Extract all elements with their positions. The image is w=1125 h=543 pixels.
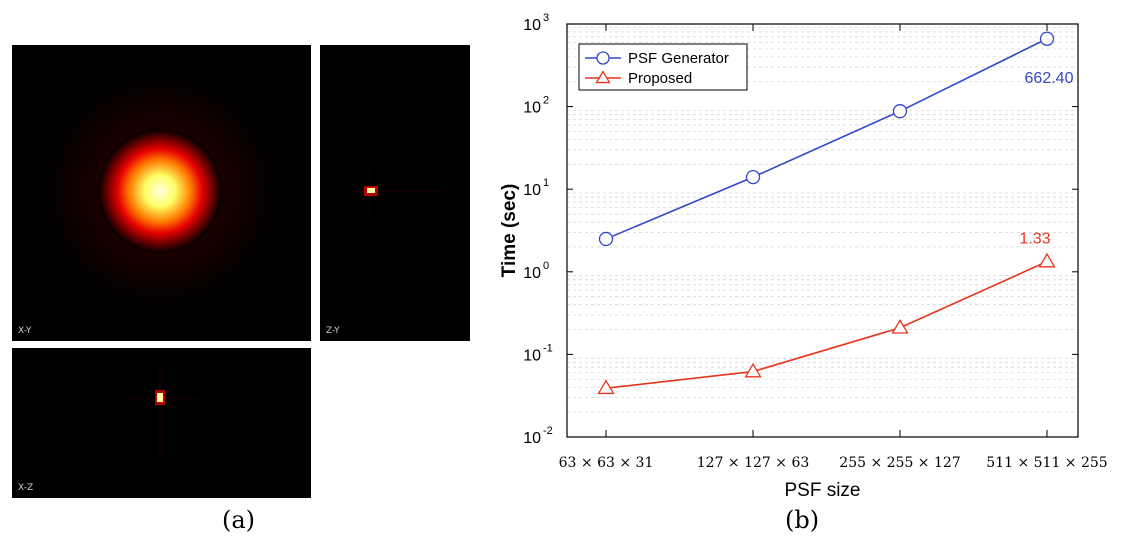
zy-panel-label: Z-Y — [326, 326, 340, 336]
legend-label-psf-generator: PSF Generator — [628, 50, 729, 67]
x-axis-label: PSF size — [784, 480, 860, 501]
data-point-circle — [745, 169, 761, 185]
y-tick-exponent: -1 — [543, 342, 553, 354]
caption-b: (b) — [785, 506, 820, 534]
data-point-triangle — [597, 379, 615, 395]
y-tick-exponent: 0 — [543, 260, 549, 272]
y-tick-label: 10 — [523, 347, 541, 364]
xy-panel: X-Y — [12, 45, 311, 341]
xy-psf-image — [45, 76, 275, 306]
caption-a: (a) — [222, 506, 256, 534]
chart-legend: PSF Generator Proposed — [578, 43, 748, 91]
plot-frame — [566, 23, 1079, 438]
zy-panel: Z-Y — [320, 45, 470, 341]
x-tick-label: 511 × 511 × 255 — [986, 455, 1107, 471]
y-tick-label: 10 — [523, 430, 541, 447]
legend-label-proposed: Proposed — [628, 70, 692, 87]
chart-series — [597, 31, 1056, 395]
series-line-0 — [605, 38, 1048, 240]
data-point-circle — [892, 104, 908, 119]
legend-marker-psf-generator — [596, 51, 610, 65]
y-tick-label: 10 — [523, 182, 541, 199]
data-point-circle — [598, 231, 614, 247]
zy-psf-image — [350, 165, 440, 217]
y-tick-exponent: 1 — [543, 177, 549, 189]
y-tick-exponent: -2 — [543, 425, 553, 437]
xz-psf-image — [122, 368, 202, 458]
y-tick-label: 10 — [523, 17, 541, 34]
legend-marker-proposed — [595, 70, 611, 84]
xz-panel: X-Z — [12, 348, 311, 498]
y-tick-label: 10 — [523, 265, 541, 282]
y-tick-exponent: 3 — [543, 12, 549, 24]
data-point-circle — [1039, 31, 1055, 46]
series-line-1 — [605, 260, 1048, 389]
data-point-triangle — [744, 362, 762, 378]
annotation-psf-generator: 662.40 — [1025, 70, 1074, 87]
y-tick-label: 10 — [523, 100, 541, 117]
annotation-proposed: 1.33 — [1019, 231, 1050, 248]
x-tick-label: 127 × 127 × 63 — [697, 455, 810, 471]
data-point-triangle — [891, 319, 909, 334]
data-point-triangle — [1038, 252, 1056, 268]
xy-panel-label: X-Y — [18, 326, 32, 336]
x-tick-label: 255 × 255 × 127 — [839, 455, 960, 471]
xz-panel-label: X-Z — [18, 483, 34, 493]
x-tick-label: 63 × 63 × 31 — [559, 455, 654, 471]
y-tick-exponent: 2 — [543, 95, 549, 107]
y-axis-label: Time (sec) — [499, 184, 520, 278]
